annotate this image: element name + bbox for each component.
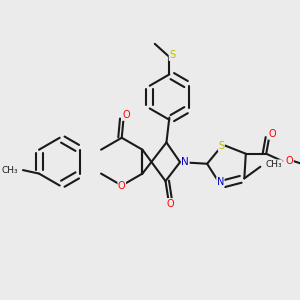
Text: S: S <box>169 50 175 61</box>
Text: CH₃: CH₃ <box>1 166 18 175</box>
Text: CH₃: CH₃ <box>266 160 282 169</box>
Text: O: O <box>167 199 175 208</box>
Text: N: N <box>217 177 224 187</box>
Text: S: S <box>218 141 224 151</box>
Text: O: O <box>268 129 276 139</box>
Text: N: N <box>182 157 189 167</box>
Text: O: O <box>286 156 293 166</box>
Text: O: O <box>118 181 126 190</box>
Text: O: O <box>122 110 130 120</box>
